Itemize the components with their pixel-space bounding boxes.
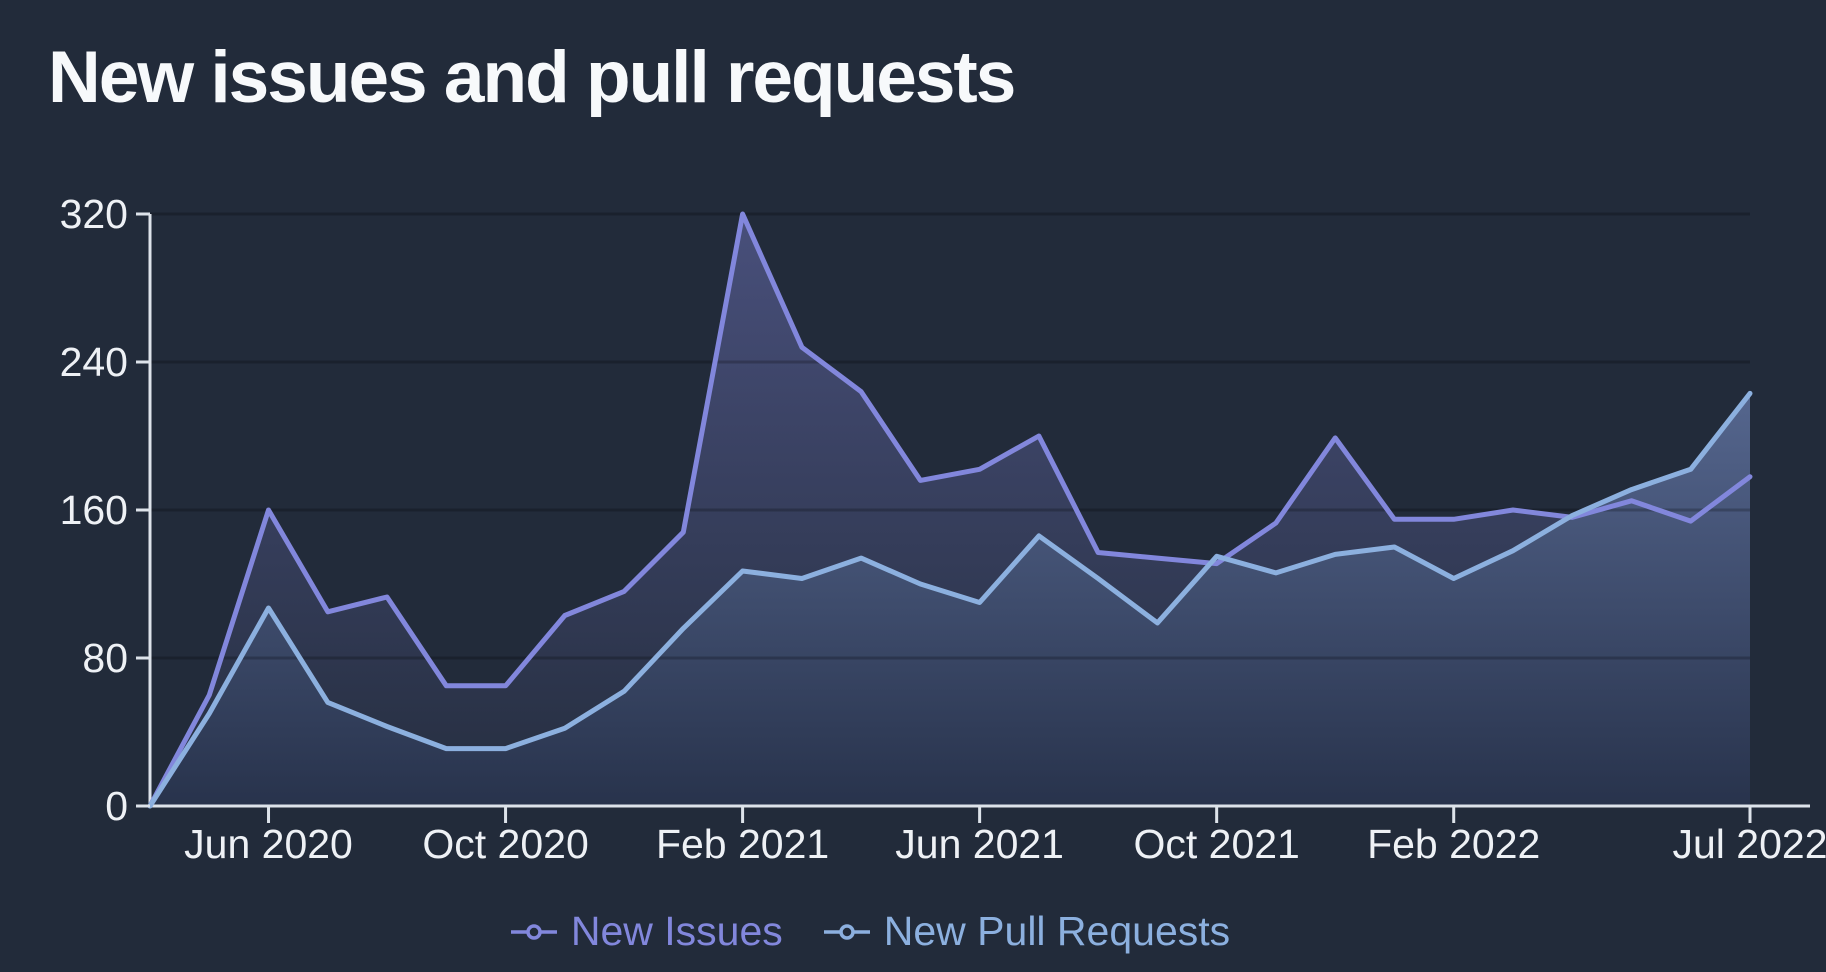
new-issues-marker-icon	[510, 923, 557, 940]
legend-label-new-pull-requests: New Pull Requests	[883, 908, 1231, 954]
new-pull-requests-area	[150, 393, 1750, 806]
y-tick-label-160: 160	[60, 487, 128, 533]
legend-item-new-pull-requests[interactable]: New Pull Requests	[823, 908, 1230, 955]
axis-tick-labels: 0 80 160 240 320 Jun 2020 Oct 2020 Feb 2021 Jun …	[60, 191, 1826, 867]
axis-ticks	[136, 212, 1752, 823]
legend-item-new-issues[interactable]: New Issues	[510, 908, 783, 955]
x-tick-label-jun-2020: Jun 2020	[184, 821, 353, 867]
new-pull-requests-line[interactable]	[147, 390, 1753, 809]
y-tick-label-0: 0	[105, 783, 128, 829]
x-tick-label-feb-2021: Feb 2021	[656, 821, 829, 867]
new-pull-requests-marker-icon	[823, 923, 870, 940]
x-tick-label-oct-2021: Oct 2021	[1133, 821, 1299, 867]
page-title: New issues and pull requests	[48, 37, 1016, 118]
x-tick-label-jul-2022: Jul 2022	[1672, 821, 1826, 867]
issues-prs-chart[interactable]: 0 80 160 240 320 Jun 2020 Oct 2020 Feb 2021 Jun …	[0, 0, 1826, 900]
new-issues-line[interactable]	[147, 211, 1753, 809]
chart-legend: New Issues New Pull Requests	[0, 908, 1740, 955]
gridlines	[150, 212, 1750, 660]
x-tick-label-oct-2020: Oct 2020	[422, 821, 588, 867]
y-tick-label-80: 80	[82, 635, 128, 681]
y-tick-label-320: 320	[60, 191, 128, 237]
x-tick-label-jun-2021: Jun 2021	[895, 821, 1064, 867]
legend-label-new-issues: New Issues	[570, 908, 783, 954]
x-tick-label-feb-2022: Feb 2022	[1367, 821, 1540, 867]
y-tick-label-240: 240	[60, 339, 128, 385]
